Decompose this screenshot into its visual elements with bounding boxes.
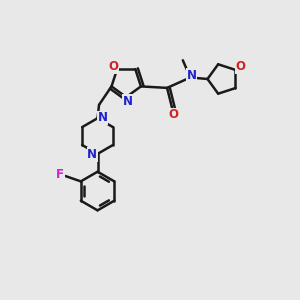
Text: N: N	[123, 95, 133, 108]
Text: O: O	[168, 108, 178, 121]
Text: O: O	[109, 60, 118, 73]
Text: N: N	[87, 148, 97, 161]
Text: N: N	[98, 111, 108, 124]
Text: N: N	[187, 69, 197, 82]
Text: O: O	[236, 60, 246, 74]
Text: F: F	[56, 168, 64, 181]
